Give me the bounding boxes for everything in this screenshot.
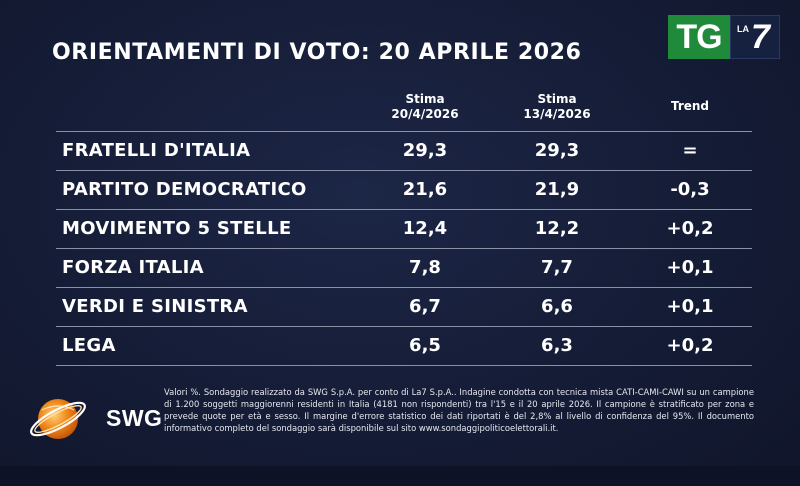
la7-logo-la: LA	[737, 24, 749, 34]
trend-value: -0,3	[670, 179, 710, 200]
party-name: LEGA	[62, 335, 116, 356]
table-row: LEGA 6,5 6,3 +0,2	[56, 326, 752, 366]
party-name: FRATELLI D'ITALIA	[62, 140, 251, 161]
trend-value: =	[682, 140, 698, 161]
methodology-note: Valori %. Sondaggio realizzato da SWG S.…	[164, 387, 754, 433]
swg-logo: SWG	[22, 392, 172, 446]
swg-logo-text: SWG	[106, 405, 163, 431]
party-name: MOVIMENTO 5 STELLE	[62, 218, 292, 239]
trend-value: +0,1	[666, 257, 714, 278]
la7-logo: LA 7	[730, 15, 780, 59]
tg-la7-logo: TG LA 7	[668, 15, 780, 59]
column-header-label: Stima	[537, 92, 577, 106]
trend-value: +0,1	[666, 296, 714, 317]
current-estimate: 6,5	[409, 335, 441, 356]
trend-value: +0,2	[666, 218, 714, 239]
table-row: FORZA ITALIA 7,8 7,7 +0,1	[56, 248, 752, 287]
current-estimate: 21,6	[402, 179, 448, 200]
trend-value: +0,2	[666, 335, 714, 356]
column-header-label: Stima	[405, 92, 445, 106]
party-name: FORZA ITALIA	[62, 257, 204, 278]
tg-logo-text: TG	[668, 15, 730, 59]
column-header-trend: Trend	[670, 99, 710, 113]
table-row: FRATELLI D'ITALIA 29,3 29,3 =	[56, 131, 752, 170]
column-header-previous-estimate: Stima 13/4/2026	[502, 92, 612, 122]
previous-estimate: 12,2	[534, 218, 580, 239]
previous-estimate: 7,7	[541, 257, 573, 278]
bottom-bar	[0, 466, 800, 486]
column-header-current-estimate: Stima 20/4/2026	[370, 92, 480, 122]
party-name: PARTITO DEMOCRATICO	[62, 179, 307, 200]
poll-table: FRATELLI D'ITALIA 29,3 29,3 = PARTITO DE…	[56, 131, 752, 366]
table-row: VERDI E SINISTRA 6,7 6,6 +0,1	[56, 287, 752, 326]
previous-estimate: 6,6	[541, 296, 573, 317]
current-estimate: 12,4	[402, 218, 448, 239]
previous-estimate: 6,3	[541, 335, 573, 356]
column-header-date: 13/4/2026	[523, 107, 591, 121]
table-row: PARTITO DEMOCRATICO 21,6 21,9 -0,3	[56, 170, 752, 209]
swg-globe-icon	[30, 399, 86, 439]
previous-estimate: 21,9	[534, 179, 580, 200]
la7-logo-seven: 7	[751, 18, 770, 56]
previous-estimate: 29,3	[534, 140, 580, 161]
party-name: VERDI E SINISTRA	[62, 296, 248, 317]
current-estimate: 6,7	[409, 296, 441, 317]
current-estimate: 29,3	[402, 140, 448, 161]
page-title: ORIENTAMENTI DI VOTO: 20 APRILE 2026	[52, 40, 582, 65]
table-row: MOVIMENTO 5 STELLE 12,4 12,2 +0,2	[56, 209, 752, 248]
current-estimate: 7,8	[409, 257, 441, 278]
column-header-date: 20/4/2026	[391, 107, 459, 121]
